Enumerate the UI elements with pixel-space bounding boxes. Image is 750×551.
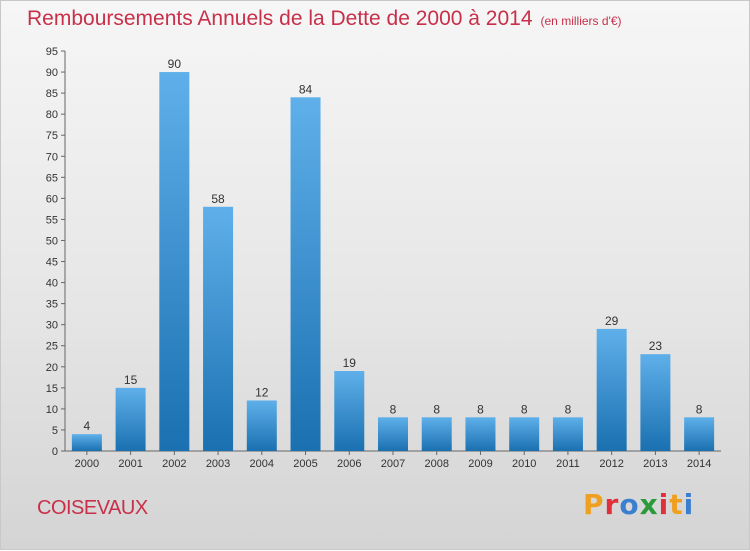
x-tick-label-2005: 2005 xyxy=(293,458,317,470)
unit-note: (en milliers d'€) xyxy=(540,14,622,28)
logo-letter: r xyxy=(604,488,620,521)
y-tick-label: 20 xyxy=(46,362,58,374)
x-tick-label-2010: 2010 xyxy=(512,458,536,470)
y-tick-label: 85 xyxy=(46,88,58,100)
data-label-2000: 4 xyxy=(84,419,91,433)
data-label-2003: 58 xyxy=(211,192,225,206)
y-tick-label: 60 xyxy=(46,193,58,205)
bar-2005 xyxy=(290,97,321,451)
bar-2010 xyxy=(509,417,540,451)
data-label-2010: 8 xyxy=(521,402,528,416)
x-tick-label-2002: 2002 xyxy=(162,458,186,470)
bar-2012 xyxy=(596,328,627,451)
y-tick-label: 65 xyxy=(46,172,58,184)
title-text: Remboursements Annuels de la Dette de 20… xyxy=(27,7,533,30)
bar-2000 xyxy=(71,434,102,451)
logo-letter: i xyxy=(658,488,670,521)
bar-2004 xyxy=(246,400,277,451)
bar-2001 xyxy=(115,387,146,451)
y-tick-label: 10 xyxy=(46,404,58,416)
x-tick-label-2014: 2014 xyxy=(687,458,711,470)
y-tick-label: 45 xyxy=(46,257,58,269)
x-tick-label-2001: 2001 xyxy=(118,458,142,470)
proxiti-logo: Proxiti xyxy=(583,488,694,521)
data-label-2007: 8 xyxy=(390,402,397,416)
bar-2014 xyxy=(684,417,715,451)
y-tick-label: 70 xyxy=(46,151,58,163)
y-tick-label: 75 xyxy=(46,130,58,142)
bar-2008 xyxy=(421,417,452,451)
y-tick-label: 35 xyxy=(46,299,58,311)
commune-name: COISEVAUX xyxy=(37,497,148,519)
y-tick-label: 55 xyxy=(46,214,58,226)
logo-letter: o xyxy=(619,488,640,521)
x-tick-label-2006: 2006 xyxy=(337,458,361,470)
logo-letter: P xyxy=(583,488,605,521)
bar-2002 xyxy=(159,72,190,451)
data-label-2004: 12 xyxy=(255,385,269,399)
bar-2006 xyxy=(334,371,365,451)
y-tick-label: 30 xyxy=(46,320,58,332)
x-tick-label-2003: 2003 xyxy=(206,458,230,470)
x-tick-label-2011: 2011 xyxy=(556,458,580,470)
y-tick-label: 50 xyxy=(46,235,58,247)
data-label-2008: 8 xyxy=(433,402,440,416)
x-tick-label-2004: 2004 xyxy=(250,458,274,470)
logo-letter: i xyxy=(683,488,695,521)
data-label-2012: 29 xyxy=(605,314,619,328)
chart-title: Remboursements Annuels de la Dette de 20… xyxy=(27,7,622,31)
x-tick-label-2007: 2007 xyxy=(381,458,405,470)
y-tick-label: 95 xyxy=(46,46,58,58)
y-tick-label: 0 xyxy=(52,446,58,458)
bar-2009 xyxy=(465,417,496,451)
y-tick-label: 40 xyxy=(46,278,58,290)
bar-2011 xyxy=(552,417,583,451)
data-label-2006: 19 xyxy=(343,356,357,370)
logo-letter: x xyxy=(639,488,659,521)
data-label-2009: 8 xyxy=(477,402,484,416)
data-label-2014: 8 xyxy=(696,402,703,416)
x-tick-label-2009: 2009 xyxy=(468,458,492,470)
data-label-2013: 23 xyxy=(649,339,663,353)
y-tick-label: 15 xyxy=(46,383,58,395)
y-tick-label: 90 xyxy=(46,67,58,79)
data-label-2001: 15 xyxy=(124,373,138,387)
y-tick-label: 80 xyxy=(46,109,58,121)
data-label-2005: 84 xyxy=(299,82,313,96)
data-label-2011: 8 xyxy=(565,402,572,416)
x-tick-label-2013: 2013 xyxy=(643,458,667,470)
x-tick-label-2012: 2012 xyxy=(599,458,623,470)
y-tick-label: 25 xyxy=(46,341,58,353)
data-label-2002: 90 xyxy=(168,57,182,71)
bar-2003 xyxy=(203,206,234,451)
x-tick-label-2000: 2000 xyxy=(75,458,99,470)
y-tick-label: 5 xyxy=(52,425,58,437)
x-tick-label-2008: 2008 xyxy=(424,458,448,470)
bar-2007 xyxy=(378,417,408,451)
logo-letter: t xyxy=(669,488,684,521)
bar-2013 xyxy=(640,354,671,451)
